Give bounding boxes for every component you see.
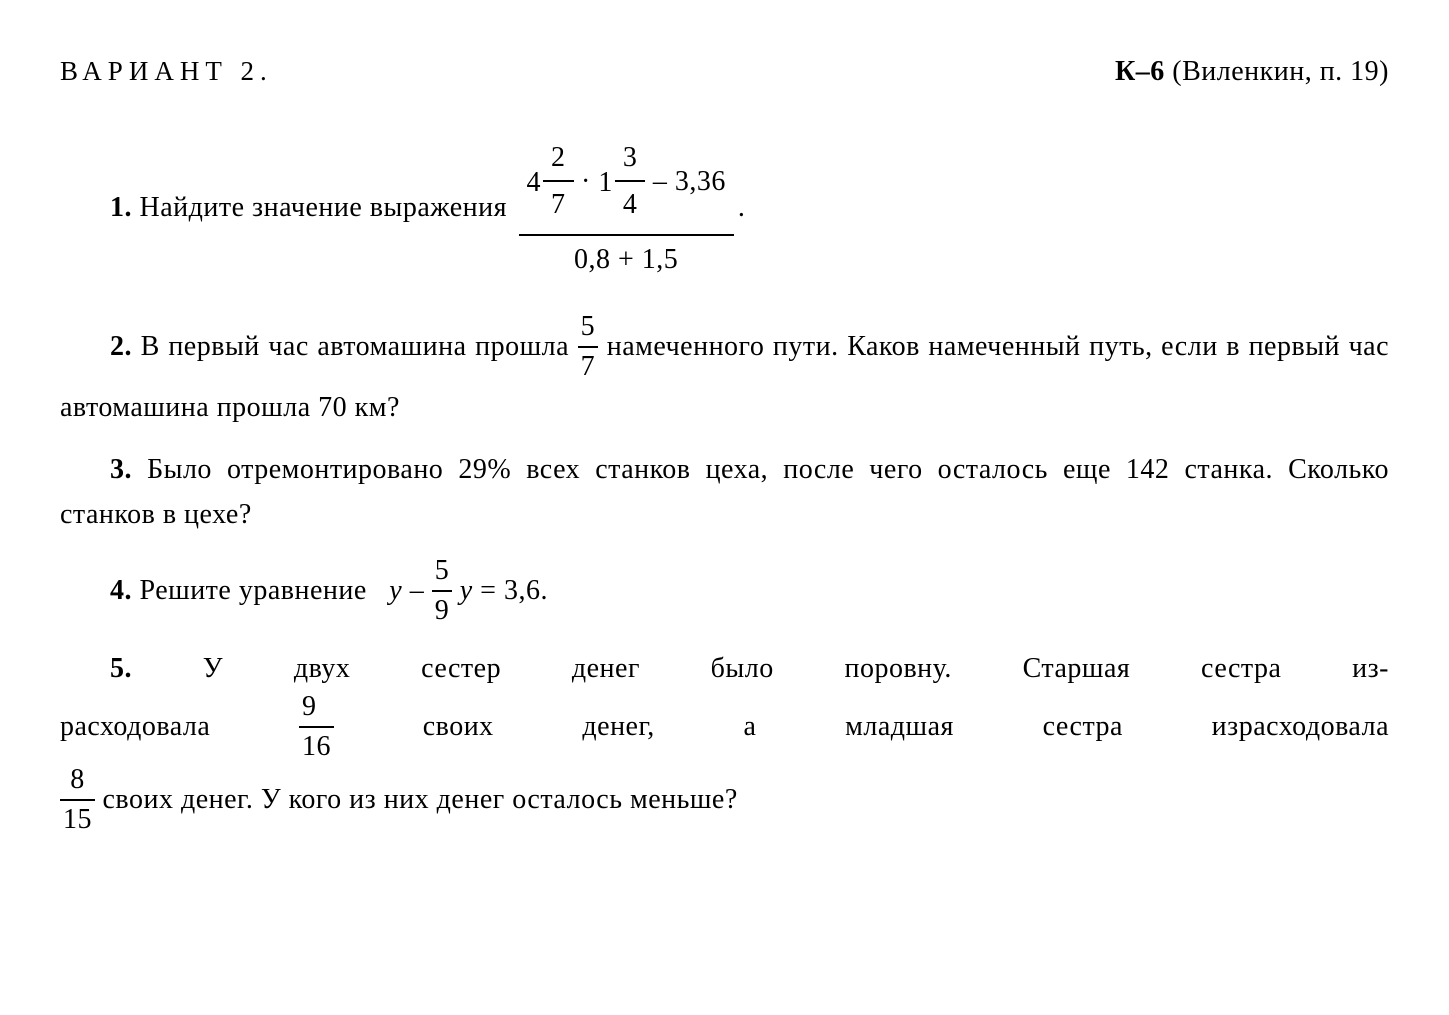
problem-2-part1: В первый час автомашина прошла	[141, 331, 578, 362]
problem-4-var1: y	[389, 575, 402, 606]
problem-2-number: 2.	[110, 331, 132, 362]
problem-1-numerator: 4 2 7 · 1 3 4 – 3,36	[519, 135, 734, 236]
problem-5-line2b: своих денег, а младшая сестра израсходов…	[423, 711, 1389, 742]
test-source: (Виленкин, п. 19)	[1165, 56, 1389, 87]
problem-3-number: 3.	[110, 454, 132, 485]
problem-1-text: 1. Найдите значение выражения	[60, 186, 507, 231]
problem-1-statement: Найдите значение выражения	[140, 192, 508, 223]
problem-4-text: Решите уравнение	[140, 575, 375, 606]
problem-1-denominator: 0,8 + 1,5	[519, 236, 734, 282]
mixed-fraction-2: 1 3 4	[598, 139, 645, 228]
problem-5-fraction-2: 8 15	[60, 763, 95, 836]
test-identifier: К–6 (Виленкин, п. 19)	[1115, 50, 1389, 95]
problem-1: 1. Найдите значение выражения 4 2 7 · 1 …	[60, 135, 1389, 283]
problem-2-fraction: 5 7	[578, 310, 599, 383]
problem-5: 5. У двух сестер денег было поровну. Ста…	[60, 647, 1389, 838]
problem-4-number: 4.	[110, 575, 132, 606]
problem-4-rhs: = 3,6.	[480, 575, 548, 606]
problem-5-line3: своих денег. У кого из них денег осталос…	[103, 784, 738, 815]
problem-5-fraction-1: 9 16	[299, 690, 334, 763]
variant-label: ВАРИАНТ 2.	[60, 50, 273, 95]
problem-5-line2a: расходовала	[60, 711, 299, 742]
problem-4-fraction: 5 9	[432, 554, 453, 627]
problem-1-period: .	[738, 186, 746, 231]
document-header: ВАРИАНТ 2. К–6 (Виленкин, п. 19)	[60, 50, 1389, 95]
test-prefix: К–6	[1115, 56, 1165, 87]
problem-5-number: 5.	[110, 653, 132, 684]
problem-3: 3. Было отремонтировано 29% всех станков…	[60, 448, 1389, 538]
problem-5-line1: У двух сестер денег было поровну. Старша…	[203, 653, 1389, 684]
problem-1-fraction: 4 2 7 · 1 3 4 – 3,36 0,8 + 1,5	[519, 135, 734, 283]
problem-1-number: 1.	[110, 192, 132, 223]
problem-4: 4. Решите уравнение y – 5 9 y = 3,6.	[60, 556, 1389, 629]
problem-2: 2. В первый час автомашина прошла 5 7 на…	[60, 312, 1389, 430]
mixed-fraction-1: 4 2 7	[527, 139, 574, 228]
problem-4-var2: y	[460, 575, 473, 606]
problem-3-text: Было отремонтировано 29% всех станков це…	[60, 454, 1389, 530]
